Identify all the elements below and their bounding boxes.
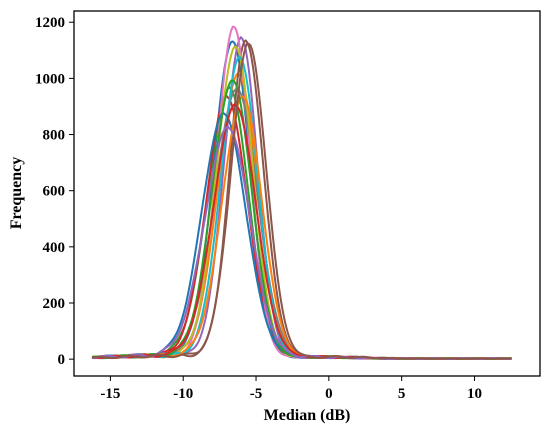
series-line [91, 55, 512, 360]
y-tick-label: 1200 [35, 15, 65, 31]
series-line [91, 111, 512, 360]
y-tick-label: 600 [43, 184, 66, 200]
series-layer [91, 25, 512, 360]
series-line [91, 125, 512, 360]
series-line [91, 103, 512, 360]
x-tick-label: 5 [398, 386, 406, 402]
y-tick-label: 400 [43, 240, 66, 256]
x-tick-label: -10 [173, 386, 193, 402]
x-axis-label: Median (dB) [264, 407, 351, 424]
y-tick-label: 1000 [35, 71, 65, 87]
series-line [91, 94, 512, 360]
series-line [91, 88, 512, 360]
x-tick-label: 10 [467, 386, 482, 402]
x-tick-label: 0 [325, 386, 333, 402]
series-line [91, 25, 512, 360]
series-line [91, 95, 512, 360]
series-line [91, 36, 512, 360]
x-ticks: -15 -10 -5 0 5 10 [100, 376, 482, 402]
series-line [91, 86, 512, 360]
series-line [91, 45, 512, 360]
series-line [91, 42, 512, 360]
series-line [91, 40, 512, 360]
plot-frame [73, 10, 541, 377]
y-axis-label: Frequency [8, 157, 25, 230]
series-line [91, 72, 512, 360]
series-line [91, 79, 512, 360]
series-line [91, 39, 512, 360]
y-tick-label: 200 [43, 296, 66, 312]
y-ticks: 0 200 400 600 800 1000 1200 [35, 15, 74, 368]
y-tick-label: 0 [58, 352, 66, 368]
x-tick-label: -15 [100, 386, 120, 402]
x-tick-label: -5 [250, 386, 263, 402]
y-tick-label: 800 [43, 128, 66, 144]
